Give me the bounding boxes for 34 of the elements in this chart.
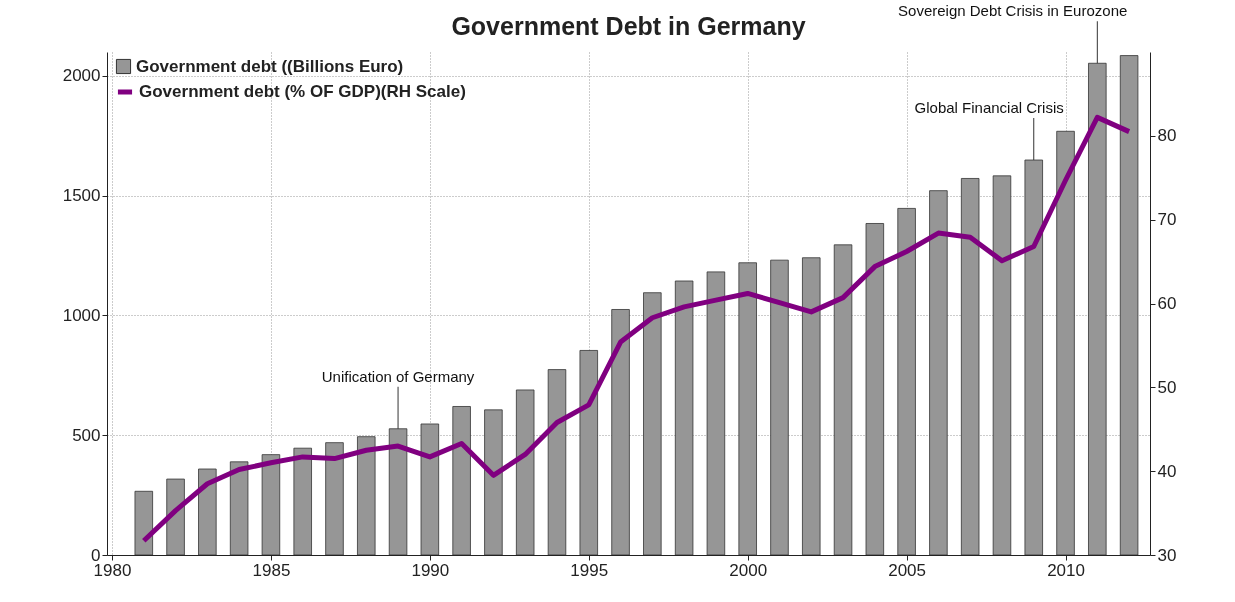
y-tick-label: 2000 [62,66,101,86]
y-tick-label: 500 [72,425,101,445]
bar [166,478,185,555]
chart-title: Government Debt in Germany [451,12,806,40]
y2-tick-label: 30 [1157,545,1177,565]
bar [515,389,535,555]
y2-tick-label: 50 [1157,377,1177,397]
bar [579,350,598,555]
x-tick-label: 1995 [570,560,609,580]
x-tick-label: 1990 [411,560,450,580]
bar [897,208,916,555]
bar [325,442,344,555]
legend-label: Government debt ((Billions Euro) [136,56,404,76]
annotation: Unification of Germany [321,367,475,385]
bar [674,280,694,555]
annotation: Global Financial Crisis [914,99,1064,117]
bar [1056,130,1075,555]
y-tick-label: 1500 [62,186,101,206]
y2-tick-label: 80 [1157,126,1177,146]
bar [229,461,249,555]
bar [833,244,853,555]
annotation: Sovereign Debt Crisis in Eurozone [898,2,1128,20]
x-tick-label: 2000 [729,560,768,580]
y2-tick-label: 40 [1157,461,1177,481]
bar [198,468,217,555]
x-tick-label: 2010 [1047,560,1085,580]
y2-tick-label: 70 [1157,210,1177,230]
bar [293,447,312,555]
bar [134,490,154,555]
x-tick-label: 1985 [252,560,291,580]
y-tick-label: 1000 [62,305,101,325]
legend-label: Government debt (% OF GDP)(RH Scale) [139,82,466,101]
y2-tick-label: 60 [1157,294,1177,313]
x-tick-label: 2005 [888,560,927,580]
